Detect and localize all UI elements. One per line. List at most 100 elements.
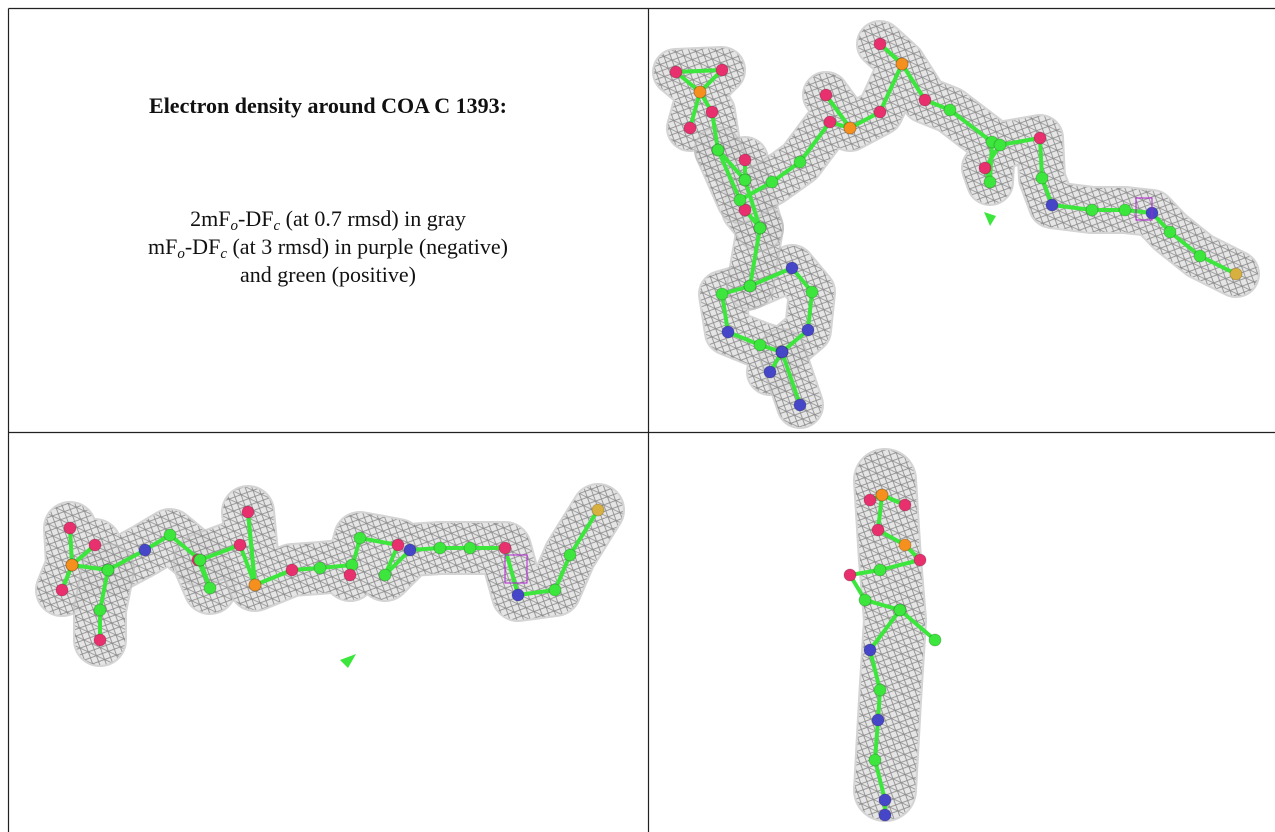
atom — [1036, 172, 1048, 184]
atom — [722, 326, 734, 338]
atom — [794, 156, 806, 168]
atom — [1230, 268, 1242, 280]
atom — [874, 564, 886, 576]
atom — [1119, 204, 1131, 216]
subscript: o — [177, 246, 185, 262]
atom — [684, 122, 696, 134]
atom — [234, 539, 246, 551]
atom — [896, 58, 908, 70]
atom — [894, 604, 906, 616]
atom — [379, 569, 391, 581]
atom — [564, 549, 576, 561]
atom — [859, 594, 871, 606]
atom — [392, 539, 404, 551]
atom — [874, 684, 886, 696]
atom — [879, 794, 891, 806]
atom — [872, 524, 884, 536]
text: 2mF — [190, 206, 230, 231]
atom — [899, 499, 911, 511]
page: Electron density around COA C 1393: 2mFo… — [0, 0, 1275, 832]
atom — [1164, 226, 1176, 238]
atom — [592, 504, 604, 516]
atom — [712, 144, 724, 156]
atom — [734, 194, 746, 206]
positive-density — [340, 654, 356, 668]
atom — [874, 38, 886, 50]
atom — [776, 346, 788, 358]
subscript: c — [220, 246, 227, 262]
atom — [56, 584, 68, 596]
atom — [94, 604, 106, 616]
atom — [744, 280, 756, 292]
text: mF — [148, 234, 177, 259]
caption-cell: Electron density around COA C 1393: 2mFo… — [9, 9, 647, 289]
atom — [194, 554, 206, 566]
atom — [764, 366, 776, 378]
atom — [499, 542, 511, 554]
atom — [204, 582, 216, 594]
atom — [1086, 204, 1098, 216]
bond — [676, 70, 722, 72]
atom — [694, 86, 706, 98]
atom — [864, 644, 876, 656]
atom — [94, 634, 106, 646]
atom — [844, 122, 856, 134]
atom — [754, 222, 766, 234]
caption-body: 2mFo-DFc (at 0.7 rmsd) in gray mFo-DFc (… — [9, 205, 647, 289]
atom — [139, 544, 151, 556]
atom — [1046, 199, 1058, 211]
atom — [899, 539, 911, 551]
atom — [929, 634, 941, 646]
atom — [164, 529, 176, 541]
atom — [944, 104, 956, 116]
atom — [464, 542, 476, 554]
atom — [984, 176, 996, 188]
atom — [914, 554, 926, 566]
atom — [286, 564, 298, 576]
atom — [249, 579, 261, 591]
caption-line: mFo-DFc (at 3 rmsd) in purple (negative) — [9, 233, 647, 261]
caption-line: and green (positive) — [9, 261, 647, 289]
atom — [879, 809, 891, 821]
atom — [766, 176, 778, 188]
text: (at 0.7 rmsd) in gray — [280, 206, 466, 231]
atom — [876, 489, 888, 501]
atom — [794, 399, 806, 411]
atom — [716, 64, 728, 76]
atom — [706, 106, 718, 118]
atom — [739, 174, 751, 186]
positive-density — [984, 212, 996, 226]
atom — [864, 494, 876, 506]
text: -DF — [238, 206, 273, 231]
atom — [820, 89, 832, 101]
text: -DF — [185, 234, 220, 259]
atom — [802, 324, 814, 336]
atom — [919, 94, 931, 106]
text: and green (positive) — [240, 262, 416, 287]
caption-line: 2mFo-DFc (at 0.7 rmsd) in gray — [9, 205, 647, 233]
atom — [314, 562, 326, 574]
atom — [242, 506, 254, 518]
atom — [434, 542, 446, 554]
atom — [354, 532, 366, 544]
atom — [994, 139, 1006, 151]
density-mesh — [885, 480, 895, 790]
atom — [512, 589, 524, 601]
atom — [102, 564, 114, 576]
atom — [66, 559, 78, 571]
atom — [874, 106, 886, 118]
atom — [739, 154, 751, 166]
atom — [872, 714, 884, 726]
atom — [806, 286, 818, 298]
atom — [549, 584, 561, 596]
atom — [869, 754, 881, 766]
atom — [844, 569, 856, 581]
atom — [404, 544, 416, 556]
atom — [1034, 132, 1046, 144]
caption-title: Electron density around COA C 1393: — [9, 93, 647, 119]
atom — [979, 162, 991, 174]
atom — [716, 288, 728, 300]
subscript: o — [231, 218, 239, 234]
atom — [1194, 250, 1206, 262]
atom — [89, 539, 101, 551]
